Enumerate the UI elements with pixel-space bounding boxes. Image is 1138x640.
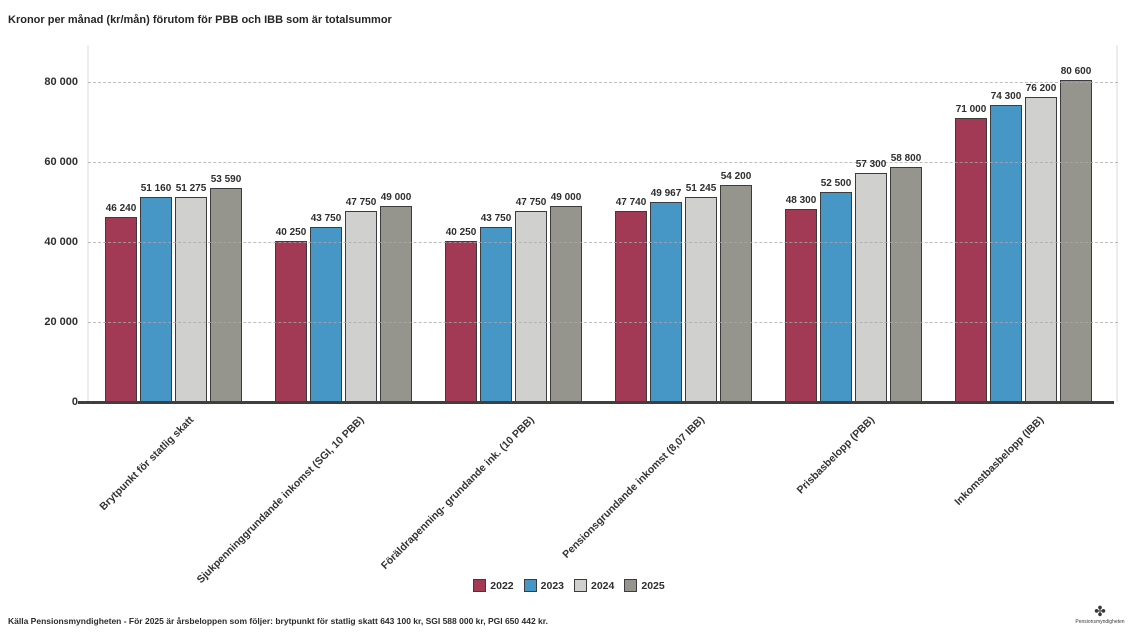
bar-2023-5[interactable] xyxy=(820,192,852,402)
bar-value-label: 76 200 xyxy=(1025,83,1057,94)
bar-value-label: 57 300 xyxy=(855,159,887,170)
bar-value-label: 51 275 xyxy=(175,183,207,194)
logo-caption: Pensionsmyndigheten xyxy=(1075,619,1125,625)
legend-swatch-2023 xyxy=(523,579,537,592)
bar-value-label: 74 300 xyxy=(990,91,1022,102)
y-axis-tick-label: 60 000 xyxy=(44,156,78,168)
bar-2023-6[interactable] xyxy=(990,105,1022,402)
legend-swatch-2022 xyxy=(473,579,487,592)
legend-item-2025[interactable]: 2025 xyxy=(624,579,665,592)
plot-right-border xyxy=(1116,45,1118,402)
bar-2025-3[interactable] xyxy=(550,206,582,402)
gridline xyxy=(88,81,1118,83)
bar-2024-6[interactable] xyxy=(1025,97,1057,402)
legend-swatch-2025 xyxy=(624,579,638,592)
y-axis-tick-label: 40 000 xyxy=(44,236,78,248)
bar-2025-1[interactable] xyxy=(210,188,242,402)
bar-value-label: 54 200 xyxy=(720,171,752,182)
y-axis-line xyxy=(87,45,89,402)
x-axis-category-label: Inkomstbasbelopp (IBB) xyxy=(952,414,1047,508)
bar-value-label: 48 300 xyxy=(785,195,817,206)
legend-label: 2025 xyxy=(641,579,665,592)
legend-label: 2022 xyxy=(490,579,514,592)
x-axis-category-label: Brytpunkt för statlig skatt xyxy=(97,414,197,513)
x-axis-category-label: Pensionsgrundande inkomst (8,07 IBB) xyxy=(559,414,707,561)
legend-item-2024[interactable]: 2024 xyxy=(574,579,614,592)
bar-value-label: 49 967 xyxy=(650,188,682,199)
bar-2023-1[interactable] xyxy=(140,197,172,402)
bar-value-label: 58 800 xyxy=(890,153,922,164)
bar-2025-2[interactable] xyxy=(380,206,412,402)
bar-2024-1[interactable] xyxy=(175,197,207,402)
legend-item-2022[interactable]: 2022 xyxy=(473,579,514,592)
gridline xyxy=(88,321,1118,323)
legend-label: 2024 xyxy=(591,579,615,592)
bar-value-label: 71 000 xyxy=(955,104,987,115)
legend-label: 2023 xyxy=(540,579,564,592)
bar-2023-4[interactable] xyxy=(650,202,682,402)
bar-value-label: 43 750 xyxy=(480,213,512,224)
bar-2024-2[interactable] xyxy=(345,211,377,402)
y-axis-tick-label: 80 000 xyxy=(44,76,78,88)
bar-2025-5[interactable] xyxy=(890,167,922,402)
bar-2023-3[interactable] xyxy=(480,227,512,402)
bar-value-label: 47 750 xyxy=(345,197,377,208)
bar-2022-4[interactable] xyxy=(615,211,647,402)
y-axis-tick-label: 20 000 xyxy=(44,316,78,328)
bar-value-label: 51 245 xyxy=(685,183,717,194)
legend-swatch-2024 xyxy=(574,579,587,592)
bar-value-label: 51 160 xyxy=(140,183,172,194)
x-axis-category-label: Prisbasbelopp (PBB) xyxy=(794,414,877,497)
bar-2022-6[interactable] xyxy=(955,118,987,402)
chart-title: Kronor per månad (kr/mån) förutom för PB… xyxy=(8,14,392,26)
bar-value-label: 40 250 xyxy=(275,227,307,238)
bar-value-label: 43 750 xyxy=(310,213,342,224)
bar-value-label: 47 740 xyxy=(615,197,647,208)
y-axis-tick-label: 0 xyxy=(71,396,78,408)
gridline xyxy=(88,241,1118,243)
x-axis-category-label: Föräldrapenning- grundande ink. (10 PBB) xyxy=(378,414,537,572)
bar-2025-4[interactable] xyxy=(720,185,752,402)
bar-value-label: 46 240 xyxy=(105,203,137,214)
bar-value-label: 49 000 xyxy=(550,192,582,203)
bar-2024-4[interactable] xyxy=(685,197,717,402)
flower-logo-icon: ✤ xyxy=(1094,603,1106,619)
bar-value-label: 80 600 xyxy=(1060,66,1092,77)
legend-item-2023[interactable]: 2023 xyxy=(523,579,564,592)
bar-2022-1[interactable] xyxy=(105,217,137,402)
bar-value-label: 53 590 xyxy=(210,174,242,185)
bar-2024-3[interactable] xyxy=(515,211,547,402)
bar-2024-5[interactable] xyxy=(855,173,887,402)
source-note: Källa Pensionsmyndigheten - För 2025 är … xyxy=(8,616,548,626)
bar-value-label: 47 750 xyxy=(515,197,547,208)
bar-value-label: 49 000 xyxy=(380,192,412,203)
x-axis-category-label: Sjukpenninggrundande inkomst (SGI, 10 PB… xyxy=(194,414,367,586)
pensionsmyndigheten-logo: ✤ Pensionsmyndigheten xyxy=(1070,603,1130,626)
bar-2023-2[interactable] xyxy=(310,227,342,402)
x-axis-line xyxy=(78,401,1114,404)
bar-value-label: 40 250 xyxy=(445,227,477,238)
bar-2022-5[interactable] xyxy=(785,209,817,402)
bar-value-label: 52 500 xyxy=(820,178,852,189)
legend: 2022 2023 2024 2025 xyxy=(0,579,1138,592)
gridline xyxy=(88,161,1118,163)
